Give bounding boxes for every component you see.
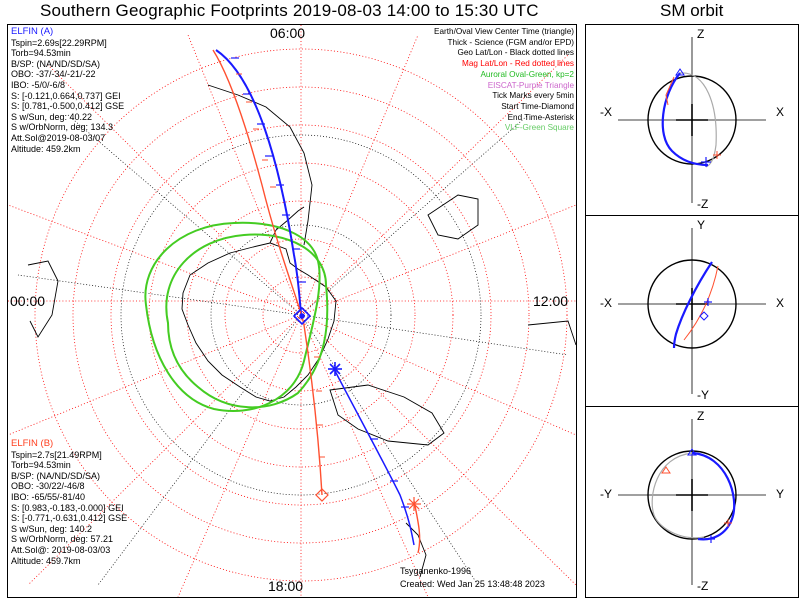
elfin-a-info-line: S: [-0.121,0.664,0.737] GEI [11, 90, 121, 101]
elfin-b-info-line: IBO: -65/55/-81/40 [11, 491, 86, 502]
legend-line: Start Time-Diamond [501, 101, 574, 111]
elfin-a-info-line: Altitude: 459.2km [11, 143, 81, 154]
elfin-b-track [212, 49, 421, 554]
legend: Earth/Oval View Center Time (triangle) Th… [434, 27, 574, 134]
elfin-b-info-line: Torb=94.53min [11, 460, 71, 471]
mlt-label-top: 06:00 [270, 25, 306, 41]
elfin-a-info-line: B/SP: (NA/ND/SD/SA) [11, 58, 101, 69]
elfin-a-name: ELFIN (A) [11, 26, 54, 37]
sm-xy-bottom-label: -Y [697, 388, 709, 402]
legend-line: End Time-Asterisk [507, 112, 574, 122]
legend-line: Geo Lat/Lon - Black dotted lines [457, 48, 574, 58]
page-title: Southern Geographic Footprints 2019-08-0… [40, 1, 539, 20]
elfin-b-end-asterisk [407, 497, 421, 511]
southern-africa-coast [427, 194, 479, 240]
sm-panel-xy: Y -Y -X X [585, 215, 799, 407]
elfin-a-info: ELFIN (A) Tspin=2.69s[22.29RPM] Torb=94.5… [11, 26, 125, 154]
elfin-b-info-line: Tspin=2.7s[21.49RPM] [11, 449, 102, 460]
elfin-a-info-line: Torb=94.53min [11, 48, 71, 59]
elfin-b-ticks [236, 73, 325, 458]
mlt-label-bottom: 18:00 [268, 578, 304, 594]
sm-yz-bottom-label: -Z [697, 579, 709, 593]
mag-grid [8, 25, 576, 597]
legend-line: VLF-Green Square [504, 123, 574, 133]
australia-coast [329, 384, 445, 446]
sm-panel-yz-plot [618, 419, 766, 585]
elfin-b-info-line: Att.Sol@: 2019-08-03/03 [11, 544, 111, 555]
elfin-b-info-line: B/SP: (NA/ND/SD/SA) [11, 470, 101, 481]
elfin-a-start-diamond [292, 306, 312, 326]
africa-coast [527, 320, 576, 346]
model-credit: Tsyganenko-1996 [400, 566, 472, 576]
elfin-a-end-asterisk [328, 362, 342, 376]
sm-xy-left-label: -X [600, 296, 612, 310]
sm-xz-bottom-label: -Z [697, 197, 709, 211]
elfin-a-info-line: Tspin=2.69s[22.29RPM] [11, 37, 107, 48]
created-credit: Created: Wed Jan 25 13:48:48 2023 [400, 579, 545, 589]
sm-orbit-title: SM orbit [660, 1, 724, 20]
elfin-b-info-line: Altitude: 459.7km [11, 555, 81, 566]
new-zealand-coast [405, 522, 427, 578]
elfin-a-info-line: Att.Sol@2019-08-03/07 [11, 132, 106, 143]
elfin-b-info: ELFIN (B) Tspin=2.7s[21.49RPM] Torb=94.53… [11, 438, 128, 566]
auroral-oval [144, 221, 329, 412]
mlt-label-right: 12:00 [533, 293, 569, 309]
elfin-a-track [215, 49, 415, 546]
geo-grid [17, 114, 569, 586]
elfin-b-info-line: S w/Sun, deg: 140.2 [11, 523, 93, 534]
elfin-b-name: ELFIN (B) [11, 438, 54, 449]
elfin-b-start-diamond [315, 488, 329, 502]
sm-yz-left-label: -Y [600, 487, 612, 501]
elfin-b-info-line: S: [0.983,-0.183,-0.000] GEI [11, 502, 124, 513]
sm-panel-xy-plot [618, 228, 766, 394]
legend-line: Thick - Science (FGM and/or EPD) [447, 37, 574, 47]
sm-panel-xz: Z -Z -X X [585, 24, 799, 216]
legend-line: EISCAT-Purple Triangle [487, 80, 574, 90]
sm-xz-top-label: Z [697, 27, 705, 41]
sm-xy-top-label: Y [697, 218, 706, 232]
sm-xy-right-label: X [776, 296, 785, 310]
south-america-coast [207, 84, 313, 246]
elfin-a-info-line: S: [0.781,-0.500,0.412] GSE [11, 101, 125, 112]
elfin-b-info-line: OBO: -30/22/-46/8 [11, 481, 85, 492]
elfin-a-info-line: OBO: -37/-34/-21/-22 [11, 69, 96, 80]
legend-line: Tick Marks every 5min [492, 91, 574, 101]
elfin-a-ticks [231, 57, 409, 508]
sm-xz-right-label: X [776, 105, 785, 119]
sm-panel-xz-plot [618, 37, 766, 203]
mlt-label-left: 00:00 [10, 293, 46, 309]
sm-yz-top-label: Z [697, 409, 705, 423]
elfin-a-info-line: IBO: -5/0/-6/8 [11, 79, 66, 90]
elfin-b-info-line: S: [-0.771,-0.631,0.412] GSE [11, 513, 128, 524]
indian-coast [27, 260, 59, 338]
footprint-map-frame: 06:00 00:00 12:00 18:00 ELFIN (A) Tspin=… [7, 24, 577, 598]
sm-xz-left-label: -X [600, 105, 612, 119]
legend-line: Mag Lat/Lon - Red dotted lines [462, 59, 574, 69]
sm-panel-yz: Z -Z -Y Y [585, 406, 799, 598]
sm-yz-right-label: Y [776, 487, 785, 501]
legend-line: Earth/Oval View Center Time (triangle) [434, 27, 574, 36]
elfin-b-info-line: S w/OrbNorm, deg: 57.21 [11, 534, 114, 545]
footprint-map [8, 25, 576, 597]
elfin-a-info-line: S w/OrbNorm, deg: 134.3 [11, 122, 114, 133]
antarctica-coast [181, 242, 337, 402]
elfin-a-info-line: S w/Sun, deg: 40.22 [11, 111, 93, 122]
legend-line: Auroral Oval-Green, kp=2 [480, 69, 574, 79]
